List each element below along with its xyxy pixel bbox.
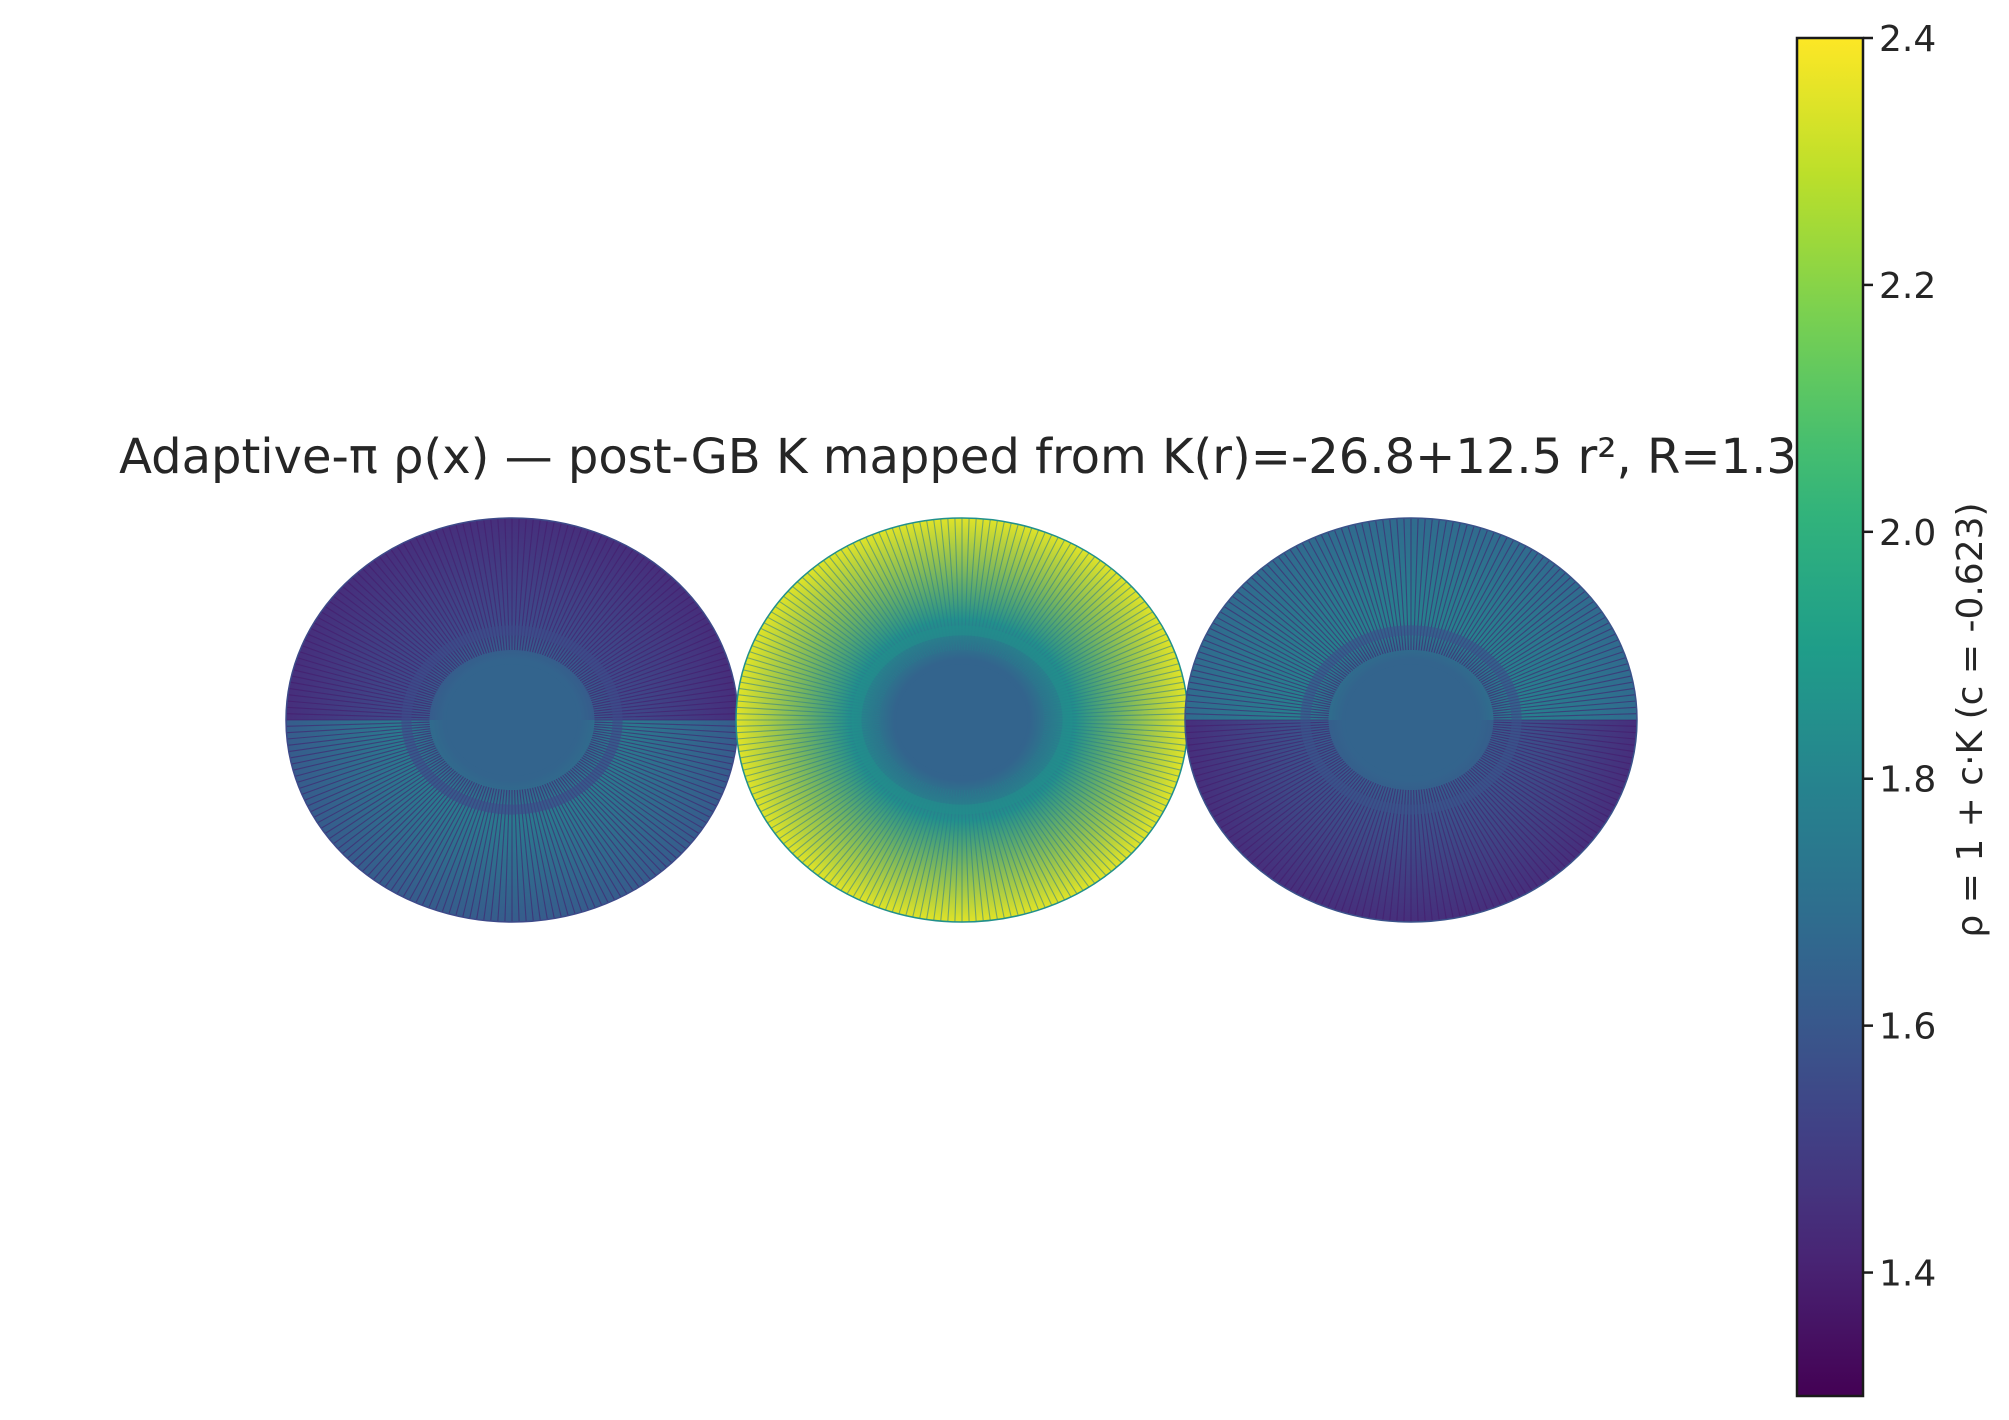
panel-center-spokes: [736, 518, 1188, 922]
panel-left-core: [446, 664, 578, 776]
panels-group: [285, 517, 1638, 923]
colorbar-tick-label: 1.4: [1879, 1254, 1936, 1295]
colorbar-tick-label: 2.4: [1879, 19, 1936, 60]
panel-right-core: [1345, 664, 1477, 776]
colorbar-label: ρ = 1 + c·K (c = -0.623): [1950, 502, 1991, 937]
colorbar-tick-label: 2.0: [1879, 513, 1936, 554]
colorbar: 1.4 1.6 1.8 2.0 2.2 2.4: [1795, 19, 1936, 1398]
panel-right-ring: [1300, 625, 1522, 815]
panel-center-core: [896, 664, 1028, 776]
colorbar-tick-label: 1.8: [1879, 760, 1936, 801]
colorbar-bar: [1795, 36, 1865, 1398]
panel-left-spokes: [286, 518, 738, 922]
panel-left-ring: [401, 625, 623, 815]
colorbar-tick-label: 2.2: [1879, 266, 1936, 307]
chart-title: Adaptive-π ρ(x) — post-GB K mapped from …: [119, 429, 1797, 485]
colorbar-tick-label: 1.6: [1879, 1007, 1936, 1048]
panel-center: [735, 517, 1189, 923]
panel-right-outline: [1184, 517, 1638, 923]
panel-center-ring: [851, 625, 1073, 815]
panel-right: [1184, 517, 1638, 923]
panel-left: [285, 517, 739, 923]
panel-right-spokes: [1185, 518, 1637, 922]
